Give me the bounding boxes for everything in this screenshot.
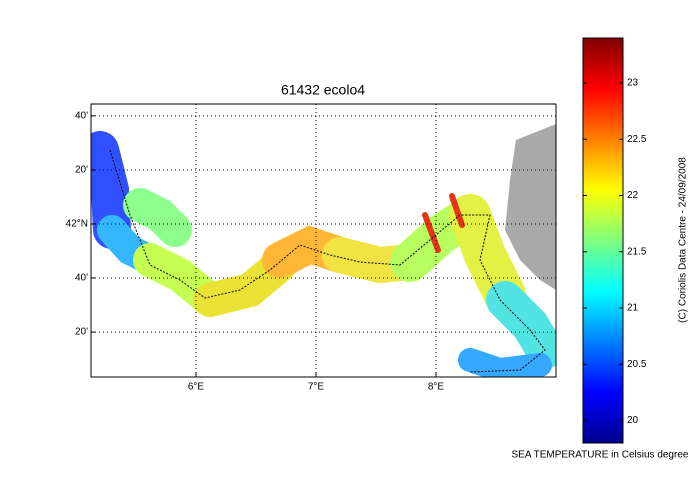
- map-title: 61432 ecolo4: [281, 82, 365, 98]
- colorbar-label: SEA TEMPERATURE in Celsius degree: [512, 450, 689, 461]
- colorbar-tick-label: 21: [627, 303, 639, 314]
- land: [505, 124, 556, 290]
- coastline: [109, 149, 546, 373]
- colorbar-tick-label: 22.5: [627, 134, 647, 145]
- credit: (C) Coriolis Data Centre - 24/09/2008: [678, 157, 689, 323]
- y-tick-label: 40': [75, 110, 88, 121]
- x-tick-label: 6°E: [188, 382, 205, 393]
- track-swath: [91, 131, 556, 377]
- x-tick-label: 7°E: [308, 382, 325, 393]
- y-tick-label: 42°N: [66, 219, 88, 230]
- y-tick-label: 20': [75, 165, 88, 176]
- y-tick-label: 20': [75, 327, 88, 338]
- colorbar-tick-label: 23: [627, 78, 639, 89]
- colorbar-tick-label: 21.5: [627, 246, 647, 257]
- map-frame: [90, 103, 557, 378]
- map-area: [91, 104, 556, 377]
- colorbar-tick-label: 20.5: [627, 359, 647, 370]
- y-tick-label: 40': [75, 273, 88, 284]
- colorbar-tick-label: 20: [627, 415, 639, 426]
- x-tick-label: 8°E: [428, 382, 445, 393]
- colorbar: [582, 37, 624, 444]
- colorbar-tick-label: 22: [627, 190, 639, 201]
